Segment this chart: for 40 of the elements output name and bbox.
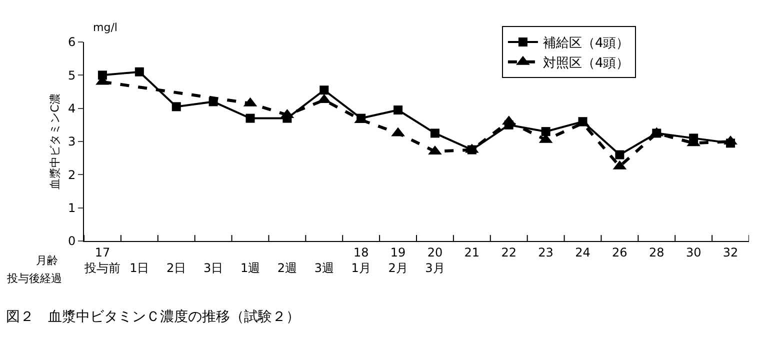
x-tick-label: 3日 [203, 261, 224, 275]
x-tick-label: 1日 [130, 261, 150, 275]
x-tick-label: 24 [575, 245, 590, 260]
legend-label: 対照区（4頭） [542, 55, 630, 71]
text: mg/l [93, 21, 118, 34]
y-tick-label: 0 [68, 234, 76, 248]
point [394, 105, 403, 114]
y-tick-label: 6 [68, 35, 76, 50]
caption: 図２ 血漿中ビタミンＣ濃度の推移（試験２） [6, 309, 300, 325]
x-tick-label: 32 [722, 245, 738, 260]
x-tick-label: 2日 [166, 261, 186, 275]
x-tick-label: 17 投与前 [83, 245, 120, 275]
point [134, 67, 144, 76]
x-tick-label: 2週 [277, 261, 298, 275]
x-tick-label: 26 [612, 245, 628, 260]
x-tick-label: 23 [538, 245, 554, 260]
x-tick-label: 20 3月 [425, 245, 445, 275]
y-axis-title: 血漿中ビタミンC濃 [48, 94, 62, 190]
text: 投与後経過 [6, 272, 62, 285]
point [172, 102, 181, 112]
point [615, 150, 624, 160]
text: 月齢 [36, 254, 58, 267]
point [246, 114, 255, 123]
point [541, 127, 550, 136]
x-tick-label: 28 [649, 245, 664, 260]
x-tick-label: 21 [464, 245, 480, 260]
y-tick-label: 5 [68, 68, 76, 82]
legend-label: 補給区（4頭） [542, 36, 630, 52]
x-tick-label: 22 [501, 245, 516, 260]
x-tick-label: 3週 [314, 261, 334, 275]
x-tick-label: 30 [686, 245, 702, 260]
x-tick-label: 18 1月 [351, 245, 371, 275]
point [430, 128, 440, 138]
y-tick-label: 1 [68, 201, 76, 216]
x-tick-label: 1週 [240, 261, 260, 275]
point [320, 86, 329, 95]
y-tick-label: 4 [68, 102, 76, 116]
y-tick-label: 2 [68, 168, 76, 182]
y-tick-label: 3 [68, 134, 76, 149]
x-tick-label: 19 2月 [388, 245, 408, 275]
